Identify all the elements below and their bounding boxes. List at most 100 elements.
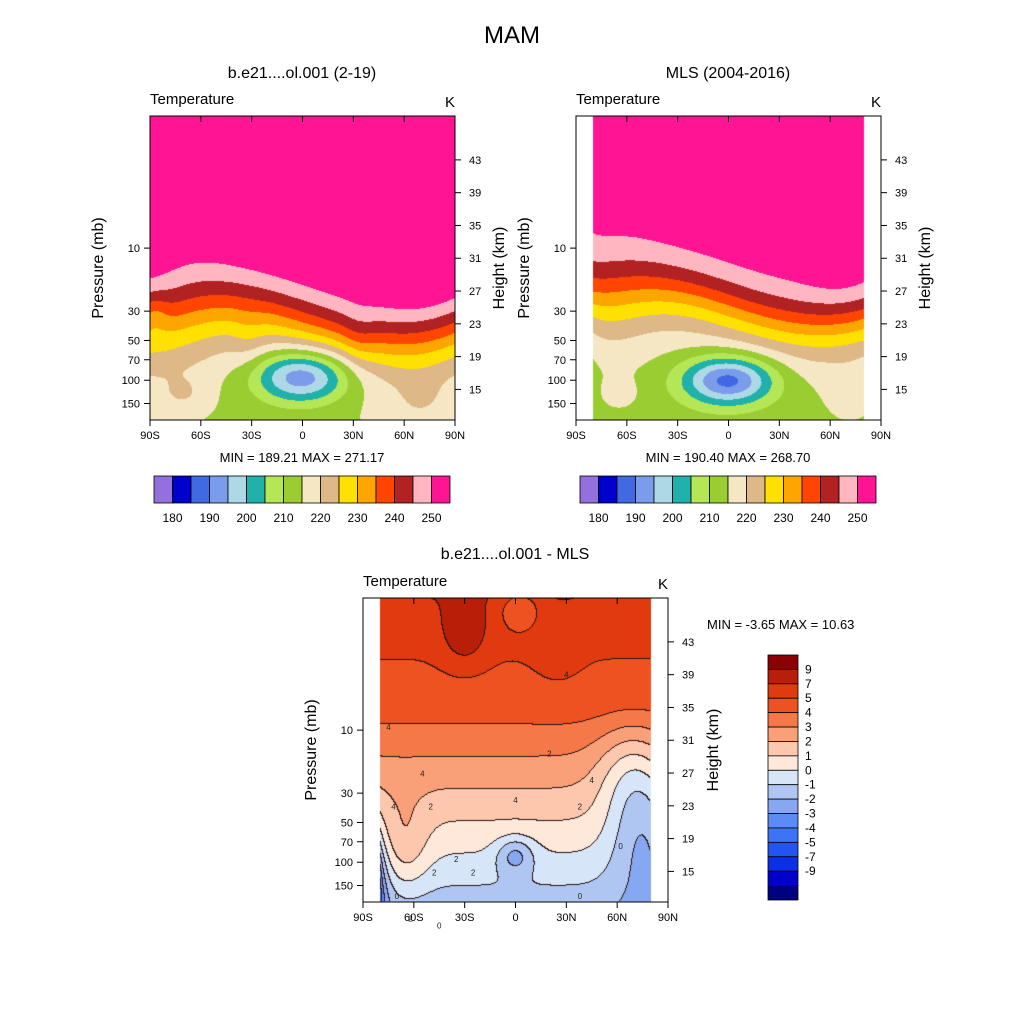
right-tick-label: 15 <box>895 384 907 396</box>
y-tick-label: 100 <box>122 375 140 387</box>
colorbar-swatch <box>153 475 173 504</box>
colorbar-swatch <box>672 475 692 504</box>
right-tick-label: 43 <box>682 637 694 649</box>
colorbar-label: 230 <box>347 511 367 525</box>
y-tick-label: 150 <box>122 398 140 410</box>
colorbar-swatch <box>767 669 799 685</box>
colorbar-swatch <box>783 475 803 504</box>
colorbar-swatch <box>172 475 192 504</box>
colorbar-label: 250 <box>421 511 441 525</box>
colorbar-swatch <box>767 755 799 771</box>
colorbar-swatch <box>838 475 858 504</box>
colorbar-swatch <box>375 475 395 504</box>
colorbar-label: -7 <box>805 850 816 864</box>
colorbar-label: 4 <box>805 706 812 720</box>
right-tick-label: 35 <box>895 220 907 232</box>
panel-obs-contours <box>576 116 881 420</box>
colorbar-label: 190 <box>625 511 645 525</box>
x-tick-label: 60S <box>617 430 637 442</box>
colorbar-swatch <box>767 697 799 714</box>
colorbar-swatch <box>767 784 799 800</box>
colorbar-swatch <box>635 475 655 504</box>
x-tick-label: 30S <box>242 430 262 442</box>
panel-obs-title: MLS (2004-2016) <box>666 65 791 82</box>
panel-model-colorbar: 180 190 200 210 220 230 240 250 <box>153 475 451 525</box>
panel-diff-field <box>363 598 668 902</box>
panel-obs: MLS (2004-2016) Temperature K 90S 60S 30S 0… <box>516 65 934 525</box>
colorbar-label: -2 <box>805 792 816 806</box>
colorbar-swatch <box>209 475 229 504</box>
colorbar-label: 180 <box>588 511 608 525</box>
y-tick-label: 100 <box>548 375 566 387</box>
contour-label: 2 <box>454 855 459 864</box>
panel-model-ylabel-right: Height (km) <box>491 227 508 310</box>
colorbar-swatch <box>767 841 799 858</box>
x-tick-label: 30N <box>769 430 789 442</box>
contour-label: 4 <box>386 723 391 732</box>
colorbar-swatch <box>767 856 799 872</box>
colorbar-swatch <box>320 475 340 504</box>
y-tick-label: 70 <box>128 355 140 367</box>
x-tick-label: 0 <box>512 912 518 924</box>
panel-obs-axes: 90S 60S 30S 0 30N 60N 90N 10 30 50 70 100 150 43 39 35 3… <box>548 115 907 442</box>
colorbar-swatch <box>227 475 247 504</box>
y-tick-label: 30 <box>554 306 566 318</box>
contour-label: 0 <box>618 842 623 851</box>
colorbar-label: 200 <box>662 511 682 525</box>
right-tick-label: 39 <box>682 670 694 682</box>
contour-label: 2 <box>471 868 476 877</box>
right-tick-label: 19 <box>682 834 694 846</box>
colorbar-swatch <box>767 683 799 699</box>
x-tick-label: 0 <box>299 430 305 442</box>
right-tick-label: 15 <box>469 384 481 396</box>
colorbar-swatch <box>709 475 729 504</box>
colorbar-label: 5 <box>805 691 812 705</box>
y-tick-label: 50 <box>554 335 566 347</box>
x-tick-label: 0 <box>725 430 731 442</box>
right-tick-label: 23 <box>682 801 694 813</box>
y-tick-label: 30 <box>128 306 140 318</box>
colorbar-swatch <box>727 475 747 504</box>
right-tick-label: 19 <box>895 352 907 364</box>
y-tick-label: 10 <box>341 725 353 737</box>
y-tick-label: 10 <box>128 243 140 255</box>
colorbar-label: -1 <box>805 778 816 792</box>
panel-diff-title: b.e21....ol.001 - MLS <box>441 546 590 563</box>
y-tick-label: 150 <box>548 398 566 410</box>
contour-label: 0 <box>578 892 583 901</box>
figure-title: MAM <box>484 22 540 49</box>
colorbar-swatch <box>857 475 877 504</box>
colorbar-swatch <box>767 798 799 814</box>
colorbar-swatch <box>820 475 840 504</box>
colorbar-swatch <box>357 475 377 504</box>
panel-model-minmax: MIN = 189.21 MAX = 271.17 <box>220 450 385 465</box>
x-tick-label: 90N <box>445 430 465 442</box>
panel-obs-ylabel: Pressure (mb) <box>516 217 533 318</box>
x-tick-label: 60N <box>607 912 627 924</box>
panel-model-units: K <box>445 94 455 111</box>
colorbar-swatch <box>246 475 266 504</box>
right-tick-label: 31 <box>469 253 481 265</box>
right-tick-label: 43 <box>469 155 481 167</box>
colorbar-swatch <box>767 712 799 728</box>
contour-label: 2 <box>432 868 437 877</box>
colorbar-swatch <box>767 885 799 901</box>
colorbar-label: -4 <box>805 821 816 835</box>
right-tick-label: 27 <box>895 286 907 298</box>
panel-model-ylabel: Pressure (mb) <box>90 217 107 318</box>
contour-label: 2 <box>429 802 434 811</box>
contour-label: 0 <box>395 892 400 901</box>
panel-diff-axes: 90S 60S 30S 0 30N 60N 90N103050701001504339353… <box>335 597 694 924</box>
colorbar-swatch <box>767 870 799 886</box>
y-tick-label: 10 <box>554 243 566 255</box>
panel-obs-units: K <box>871 94 881 111</box>
colorbar-swatch <box>653 475 673 504</box>
colorbar-label: 210 <box>699 511 719 525</box>
colorbar-swatch <box>801 475 821 504</box>
panel-diff-ylabel: Pressure (mb) <box>303 699 320 800</box>
contour-label: 0 <box>437 921 442 930</box>
x-tick-label: 30N <box>343 430 363 442</box>
panel-diff-ylabel-right: Height (km) <box>705 709 722 792</box>
